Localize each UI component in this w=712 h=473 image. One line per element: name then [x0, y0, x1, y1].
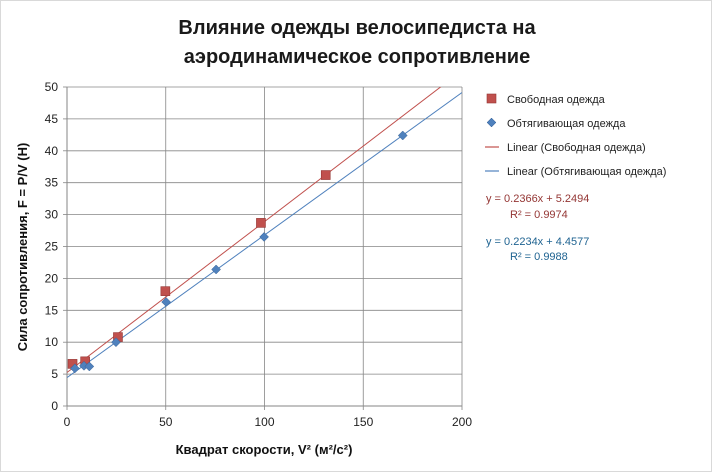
y-tick-label: 35 [45, 176, 59, 190]
equation-loose: y = 0.2366x + 5.2494 [486, 193, 589, 205]
r2-tight: R² = 0.9988 [510, 251, 568, 263]
data-point-tight [211, 264, 221, 275]
legend-label-tight: Обтягивающая одежда [507, 118, 626, 130]
chart-title-line-2: аэродинамическое сопротивление [184, 46, 530, 68]
legend-swatch-tight [486, 117, 497, 128]
y-tick-label: 15 [45, 303, 59, 317]
equation-tight: y = 0.2234x + 4.4577 [486, 236, 589, 248]
x-axis-title: Квадрат скорости, V² (м²/с²) [176, 442, 353, 457]
y-tick-label: 5 [51, 367, 58, 381]
y-axis-title: Сила сопротивления, F = P/V (Н) [15, 143, 30, 352]
x-tick-label: 200 [452, 415, 472, 429]
data-markers [67, 130, 408, 374]
y-tick-label: 20 [45, 271, 59, 285]
y-tick-label: 50 [45, 80, 59, 94]
y-tick-label: 40 [45, 144, 59, 158]
legend-label-loose: Свободная одежда [507, 94, 606, 106]
data-point-tight [84, 361, 95, 372]
data-point-tight [397, 130, 408, 141]
y-tick-label: 0 [51, 399, 58, 413]
legend-label-trend-loose: Linear (Свободная одежда) [507, 142, 646, 154]
y-tick-label: 10 [45, 335, 59, 349]
data-point-tight [111, 337, 121, 348]
data-point-tight [259, 232, 269, 242]
gridlines [67, 86, 463, 406]
legend-label-trend-tight: Linear (Обтягивающая одежда) [507, 166, 666, 178]
data-point-tight [161, 297, 171, 307]
y-tick-label: 25 [45, 240, 59, 254]
y-tick-label: 30 [45, 208, 59, 222]
data-point-tight [70, 363, 80, 374]
chart-title-line-1: Влияние одежды велосипедиста на [178, 17, 536, 39]
legend-swatch-loose [486, 93, 497, 104]
r2-loose: R² = 0.9974 [510, 209, 568, 221]
data-point-loose [256, 218, 266, 228]
legend: Свободная одежда Обтягивающая одежда Lin… [485, 93, 666, 178]
x-tick-label: 100 [254, 415, 274, 429]
data-point-loose [160, 286, 171, 296]
data-point-loose [320, 170, 331, 180]
x-tick-label: 50 [159, 415, 173, 429]
x-tick-label: 0 [64, 415, 71, 429]
tick-labels: 0 5 10 15 20 25 30 35 40 45 50 0 50 100 150 200 [45, 80, 473, 429]
x-tick-label: 150 [353, 415, 373, 429]
y-tick-label: 45 [45, 112, 59, 126]
trendline-equations: y = 0.2366x + 5.2494 R² = 0.9974 y = 0.2… [486, 193, 589, 263]
